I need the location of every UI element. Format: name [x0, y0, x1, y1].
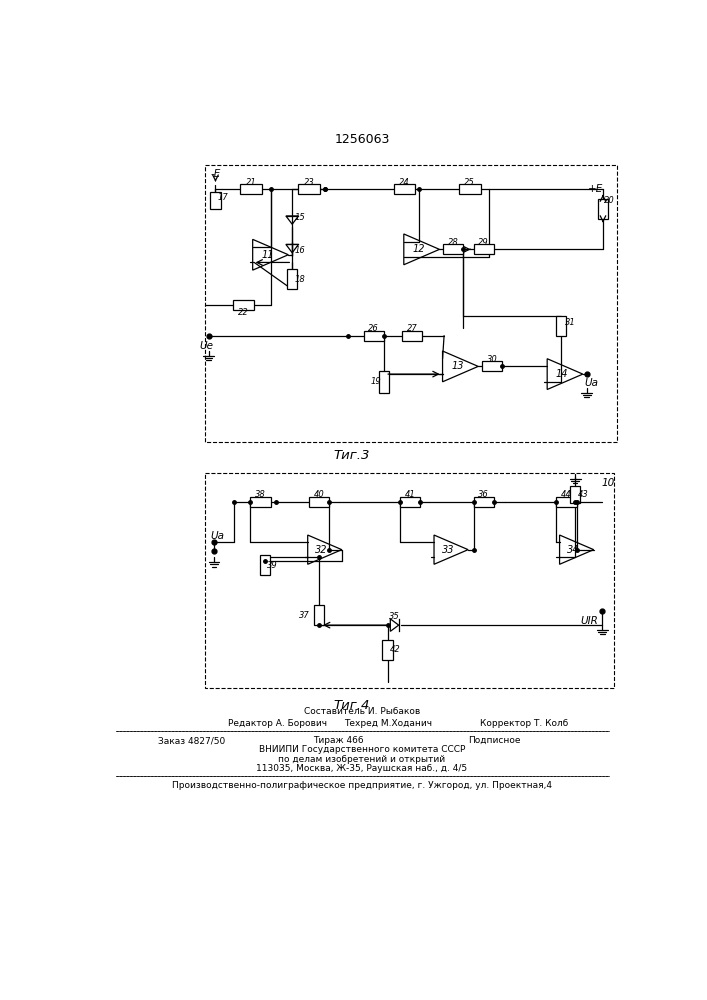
Bar	[287, 269, 297, 289]
Bar	[309, 497, 329, 507]
Bar	[402, 331, 422, 341]
Bar	[598, 199, 608, 219]
Bar	[482, 361, 502, 371]
Text: Τиг.3: Τиг.3	[334, 449, 370, 462]
Text: 10: 10	[601, 478, 614, 488]
Bar	[556, 316, 566, 336]
Bar	[443, 244, 464, 254]
Text: 25: 25	[464, 178, 475, 187]
Bar	[474, 497, 493, 507]
Text: +E: +E	[588, 184, 603, 194]
Bar	[204, 165, 617, 442]
Bar	[204, 473, 614, 688]
Text: 43: 43	[578, 490, 588, 499]
Text: 40: 40	[314, 490, 325, 499]
Bar	[459, 184, 481, 194]
Bar	[570, 486, 580, 503]
Text: 113035, Москва, Ж-35, Раушская наб., д. 4/5: 113035, Москва, Ж-35, Раушская наб., д. …	[257, 764, 467, 773]
Text: 34: 34	[567, 545, 580, 555]
Text: 26: 26	[368, 324, 379, 333]
Text: 38: 38	[255, 490, 266, 499]
Bar	[394, 184, 416, 194]
Text: Ue: Ue	[199, 341, 214, 351]
Text: 23: 23	[304, 178, 315, 187]
Text: Τиг.4: Τиг.4	[334, 699, 370, 712]
Text: 35: 35	[389, 612, 400, 621]
Bar	[240, 184, 262, 194]
Text: 20: 20	[604, 196, 614, 205]
Bar	[298, 184, 320, 194]
Text: Составитель И. Рыбаков: Составитель И. Рыбаков	[304, 707, 420, 716]
Text: 24: 24	[399, 178, 410, 187]
Text: 44: 44	[561, 490, 572, 499]
Text: 11: 11	[261, 250, 274, 260]
Bar	[379, 371, 389, 393]
Text: 36: 36	[478, 490, 489, 499]
Text: 12: 12	[412, 244, 425, 254]
Text: 16: 16	[295, 246, 305, 255]
Text: 28: 28	[448, 238, 459, 247]
Bar	[474, 244, 493, 254]
Text: 39: 39	[267, 561, 278, 570]
Text: Подписное: Подписное	[468, 736, 520, 745]
Text: Производственно-полиграфическое предприятие, г. Ужгород, ул. Проектная,4: Производственно-полиграфическое предприя…	[172, 781, 552, 790]
Text: 18: 18	[295, 275, 305, 284]
Text: Ua: Ua	[210, 531, 224, 541]
Bar	[211, 192, 221, 209]
Bar	[363, 331, 384, 341]
Bar	[260, 555, 270, 575]
Text: Тираж 466: Тираж 466	[313, 736, 363, 745]
Bar	[315, 605, 325, 625]
Text: 29: 29	[478, 238, 489, 247]
Text: 33: 33	[442, 545, 454, 555]
Text: 13: 13	[451, 361, 464, 371]
Text: 30: 30	[487, 355, 498, 364]
Text: 41: 41	[404, 490, 416, 499]
Text: ВНИИПИ Государственного комитета СССР: ВНИИПИ Государственного комитета СССР	[259, 745, 465, 754]
Text: 1256063: 1256063	[334, 133, 390, 146]
Text: 32: 32	[315, 545, 328, 555]
Text: по делам изобретений и открытий: по делам изобретений и открытий	[279, 755, 445, 764]
Text: 19: 19	[370, 377, 381, 386]
Text: Техред М.Ходанич: Техред М.Ходанич	[344, 719, 432, 728]
Text: 37: 37	[299, 611, 310, 620]
Bar	[556, 497, 577, 507]
Text: 17: 17	[218, 192, 228, 202]
Bar	[382, 640, 392, 660]
Text: Редактор А. Борович: Редактор А. Борович	[228, 719, 327, 728]
Text: 15: 15	[295, 213, 305, 222]
Text: 21: 21	[246, 178, 257, 187]
Text: UІR: UІR	[580, 615, 598, 626]
Bar	[250, 497, 271, 507]
Text: 42: 42	[390, 645, 401, 654]
Text: 14: 14	[556, 369, 568, 379]
Bar	[233, 300, 255, 310]
Text: Корректор Т. Колб: Корректор Т. Колб	[480, 719, 568, 728]
Text: -E: -E	[211, 169, 221, 179]
Bar	[400, 497, 420, 507]
Text: 31: 31	[565, 318, 575, 327]
Text: Ua: Ua	[585, 378, 598, 388]
Text: 22: 22	[238, 308, 249, 317]
Text: 27: 27	[407, 324, 418, 333]
Text: Заказ 4827/50: Заказ 4827/50	[158, 736, 226, 745]
